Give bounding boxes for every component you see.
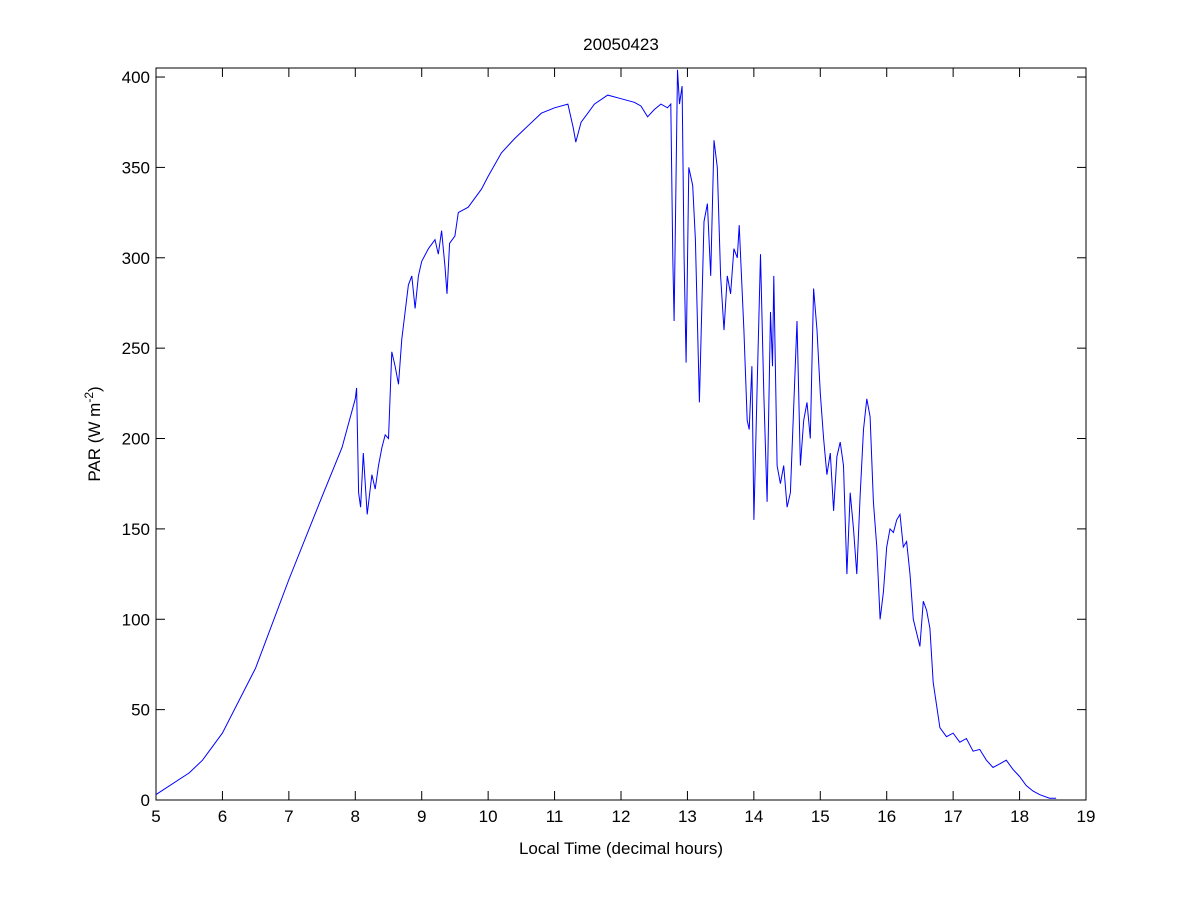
x-tick-label: 13 xyxy=(678,807,697,826)
chart-title: 20050423 xyxy=(583,35,659,54)
y-tick-label: 150 xyxy=(122,520,150,539)
x-tick-label: 18 xyxy=(1010,807,1029,826)
y-tick-label: 350 xyxy=(122,158,150,177)
x-tick-label: 5 xyxy=(151,807,160,826)
y-axis-label: PAR (W m-2) xyxy=(82,386,104,481)
x-axis-label: Local Time (decimal hours) xyxy=(519,839,723,858)
x-tick-label: 17 xyxy=(944,807,963,826)
y-axis-label-close: ) xyxy=(85,386,104,392)
x-tick-label: 14 xyxy=(744,807,763,826)
y-tick-label: 200 xyxy=(122,430,150,449)
x-tick-label: 15 xyxy=(811,807,830,826)
x-tick-label: 11 xyxy=(546,807,564,826)
axis-ticks: 5 6 7 8 9 10 11 12 13 14 15 16 17 18 19 0 50 100 150 200 250… xyxy=(122,68,1096,826)
x-tick-label: 6 xyxy=(218,807,227,826)
x-tick-label: 9 xyxy=(417,807,426,826)
y-axis-label-sup: -2 xyxy=(82,392,96,403)
x-tick-label: 12 xyxy=(612,807,631,826)
y-tick-label: 50 xyxy=(131,701,150,720)
y-tick-label: 300 xyxy=(122,249,150,268)
y-tick-label: 100 xyxy=(122,610,150,629)
y-tick-label: 0 xyxy=(141,791,150,810)
y-axis-label-main: PAR (W m xyxy=(85,403,104,482)
x-tick-label: 10 xyxy=(479,807,498,826)
x-tick-label: 8 xyxy=(351,807,360,826)
y-tick-label: 400 xyxy=(122,68,150,87)
y-tick-label: 250 xyxy=(122,339,150,358)
x-tick-label: 19 xyxy=(1077,807,1096,826)
series-line xyxy=(155,69,1057,799)
plot-area xyxy=(155,67,1087,801)
x-tick-label: 7 xyxy=(284,807,293,826)
x-tick-label: 16 xyxy=(877,807,896,826)
